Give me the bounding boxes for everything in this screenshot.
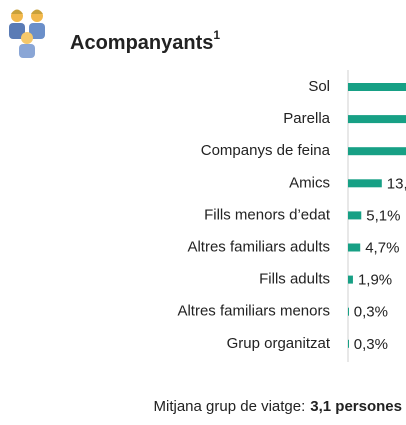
bar — [348, 211, 362, 220]
value-label: 1,9% — [358, 272, 392, 289]
value-label: 13,0% — [387, 175, 406, 192]
category-label: Fills menors d’edat — [204, 206, 331, 223]
bar — [348, 307, 349, 316]
category-label: Altres familiars menors — [177, 303, 330, 320]
category-label: Companys de feina — [201, 142, 331, 159]
bar — [348, 179, 382, 188]
bar — [348, 243, 361, 252]
category-label: Sol — [308, 78, 330, 95]
category-label: Parella — [283, 110, 330, 127]
footer-value: 3,1 persones — [310, 398, 402, 415]
value-label: 0,3% — [354, 304, 388, 321]
value-label: 4,7% — [365, 239, 399, 256]
category-label: Grup organitzat — [227, 335, 331, 352]
value-label: 0,3% — [354, 336, 388, 353]
bar — [348, 83, 406, 91]
title-note: 1 — [213, 28, 220, 42]
title-text: Acompanyants — [70, 32, 213, 54]
chart-title: Acompanyants1 — [70, 28, 220, 54]
footer: Mitjana grup de viatge: 3,1 persones — [154, 398, 402, 415]
category-label: Amics — [289, 174, 330, 191]
bar — [348, 339, 349, 348]
footer-text: Mitjana grup de viatge: — [154, 398, 306, 415]
bar — [348, 147, 406, 156]
value-label: 5,1% — [366, 207, 400, 224]
icon — [9, 9, 45, 58]
category-label: Fills adults — [259, 271, 330, 288]
category-label: Altres familiars adults — [187, 238, 330, 255]
bar — [348, 115, 406, 124]
bar — [348, 275, 353, 284]
